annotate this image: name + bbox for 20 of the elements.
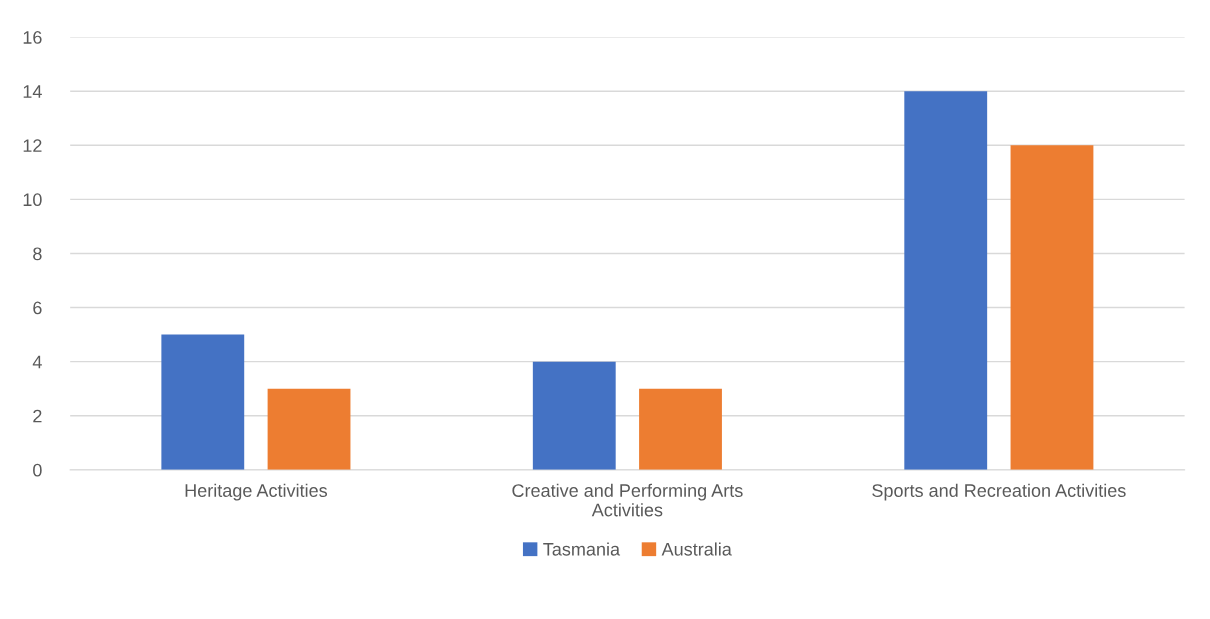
x-tick-label: Sports and Recreation Activities bbox=[872, 483, 1126, 501]
bar bbox=[1010, 145, 1094, 470]
bar bbox=[267, 388, 351, 470]
y-tick-label: 16 bbox=[23, 31, 42, 44]
y-tick-label: 4 bbox=[32, 355, 42, 369]
y-tick-label: 6 bbox=[33, 301, 42, 315]
legend-label: Australia bbox=[661, 542, 732, 556]
x-tick-label: Creative and Performing Arts Activities bbox=[512, 483, 743, 517]
y-tick-label: 14 bbox=[23, 85, 42, 98]
x-tick-label: Heritage Activities bbox=[185, 483, 328, 501]
y-tick-label: 2 bbox=[33, 409, 42, 423]
bar bbox=[904, 91, 988, 470]
bar bbox=[532, 361, 616, 470]
y-tick-label: 0 bbox=[33, 463, 42, 477]
y-tick-label: 10 bbox=[23, 193, 42, 207]
y-tick-label: 12 bbox=[23, 139, 42, 152]
y-tick-label: 8 bbox=[33, 247, 42, 261]
bar bbox=[161, 334, 245, 470]
legend-label: Tasmania bbox=[543, 542, 621, 556]
bar bbox=[639, 388, 722, 470]
